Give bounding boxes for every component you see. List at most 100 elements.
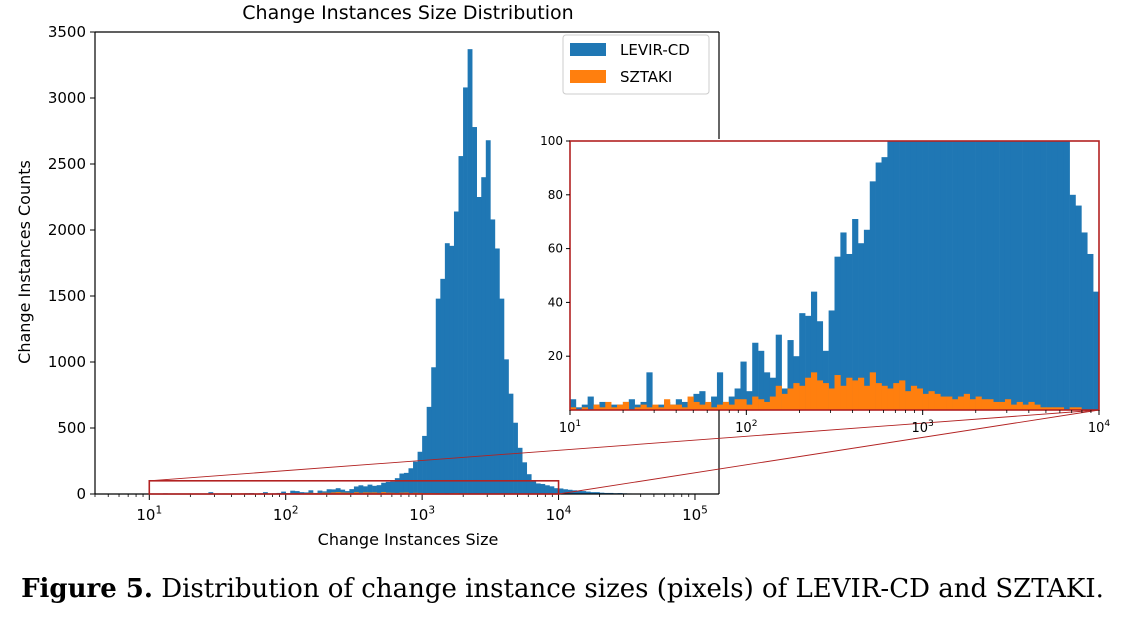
inset-sztaki-bar [728, 404, 735, 410]
figure-caption: Figure 5. Distribution of change instanc… [0, 572, 1125, 606]
inset-sztaki-bar [681, 407, 688, 410]
y-tick-label: 1500 [48, 287, 86, 305]
inset-levir-cd-bar [646, 372, 653, 410]
inset-sztaki-bar [922, 393, 929, 410]
inset-sztaki-bar [646, 407, 653, 410]
inset-sztaki-bar [816, 380, 824, 410]
inset-levir-cd-bar [952, 141, 959, 410]
levir-cd-bar [417, 451, 423, 494]
inset-levir-cd-bar [587, 396, 594, 410]
inset-levir-cd-bar [999, 141, 1006, 410]
inset-x-tick-label-exponent: 3 [928, 419, 934, 429]
inset-y-tick-label: 60 [548, 242, 563, 256]
inset-levir-cd-bar [828, 310, 835, 410]
levir-cd-bar [458, 156, 464, 494]
inset-levir-cd-bar [699, 391, 706, 410]
inset-levir-cd-bar [846, 253, 853, 410]
sztaki-bar [353, 492, 359, 494]
levir-cd-bar [544, 485, 550, 494]
inset-x-tick-label: 104 [1088, 419, 1111, 436]
levir-cd-bar [549, 486, 555, 494]
levir-cd-bar [376, 485, 382, 494]
levir-cd-bar [403, 472, 409, 494]
y-tick-label: 3500 [48, 23, 86, 41]
levir-cd-bar [440, 278, 446, 494]
x-tick-label-exponent: 1 [155, 504, 162, 516]
inset-levir-cd-bar [787, 340, 794, 410]
inset-sztaki-bar [893, 383, 900, 410]
levir-cd-bar [294, 491, 300, 494]
x-tick-label-exponent: 2 [292, 504, 299, 516]
inset-sztaki-bar [905, 391, 912, 410]
inset-sztaki-bar [781, 393, 788, 410]
levir-cd-bar [535, 483, 541, 494]
levir-cd-bar [262, 492, 268, 494]
inset-levir-cd-bar [1028, 141, 1035, 410]
inset-levir-cd-bar [834, 256, 841, 410]
x-tick-label-exponent: 5 [701, 504, 708, 516]
inset-levir-cd-bar [1016, 141, 1023, 410]
inset-levir-cd-bar [810, 291, 818, 410]
levir-cd-bar [208, 492, 214, 494]
inset-levir-cd-bar [575, 407, 583, 410]
inset-levir-cd-bar [934, 141, 941, 410]
inset-sztaki-bar [881, 385, 888, 410]
inset-levir-cd-bar [928, 141, 935, 410]
legend-label-sztaki: SZTAKI [620, 68, 672, 86]
levir-cd-bar [326, 489, 332, 494]
inset-sztaki-bar [805, 377, 812, 410]
caption-text: Distribution of change instance sizes (p… [161, 574, 1104, 604]
inset-sztaki-bar [675, 404, 682, 410]
inset-levir-cd-bar [628, 399, 635, 410]
inset-sztaki-bar [716, 404, 724, 410]
inset-sztaki-bar [934, 393, 941, 410]
levir-cd-bar [413, 461, 418, 494]
sztaki-bar [335, 492, 341, 494]
levir-cd-bar [363, 486, 368, 494]
inset-sztaki-bar [940, 396, 947, 410]
inset-levir-cd-bar [840, 232, 847, 410]
zoom-region-box [148, 479, 560, 495]
inset-levir-cd-bar [752, 342, 759, 410]
inset-levir-cd-bar [987, 141, 994, 410]
x-tick-label: 102 [273, 504, 299, 524]
inset-levir-cd-bar [1034, 141, 1041, 410]
levir-cd-bar [422, 435, 427, 494]
inset-levir-cd-bar [1087, 253, 1094, 410]
inset-levir-cd-bar [799, 313, 806, 410]
levir-cd-bar [503, 359, 509, 494]
inset-sztaki-bar [1028, 401, 1035, 410]
levir-cd-bar [290, 490, 296, 494]
inset-levir-cd-bar [763, 372, 771, 410]
inset-chart: 20 40 60 80 100 101 102 103 104 [540, 134, 1110, 436]
inset-levir-cd-bar [993, 141, 1000, 410]
inset-levir-cd-bar [1063, 141, 1070, 410]
y-tick-label: 1000 [48, 353, 86, 371]
inset-levir-cd-bar [916, 141, 923, 410]
levir-cd-bar [576, 490, 582, 494]
levir-cd-bar [381, 482, 387, 494]
inset-sztaki-bar [910, 385, 918, 410]
inset-sztaki-bar [699, 404, 706, 410]
inset-sztaki-bar [916, 388, 923, 410]
inset-axes-group: 20 40 60 80 100 101 102 103 104 [540, 134, 1110, 436]
inset-sztaki-bar [875, 383, 882, 410]
inset-sztaki-bar [999, 401, 1006, 410]
levir-cd-bar [308, 490, 314, 494]
inset-sztaki-bar [705, 401, 712, 410]
levir-cd-bar [453, 211, 459, 494]
levir-cd-bar [540, 483, 546, 494]
inset-sztaki-bar [887, 388, 894, 410]
levir-cd-bar [513, 422, 518, 494]
inset-sztaki-bar [928, 391, 935, 410]
levir-cd-bar [522, 462, 528, 494]
inset-levir-cd-bar [1040, 141, 1047, 410]
inset-sztaki-bar [799, 385, 806, 410]
legend-swatch-levir-cd [570, 43, 606, 56]
x-tick-label-exponent: 4 [565, 504, 572, 516]
inset-x-tick-label: 102 [735, 419, 757, 436]
inset-levir-cd-bar [875, 162, 882, 410]
inset-sztaki-bar [810, 372, 818, 410]
caption-label: Figure 5. [21, 574, 153, 604]
x-tick-label: 105 [682, 504, 708, 524]
